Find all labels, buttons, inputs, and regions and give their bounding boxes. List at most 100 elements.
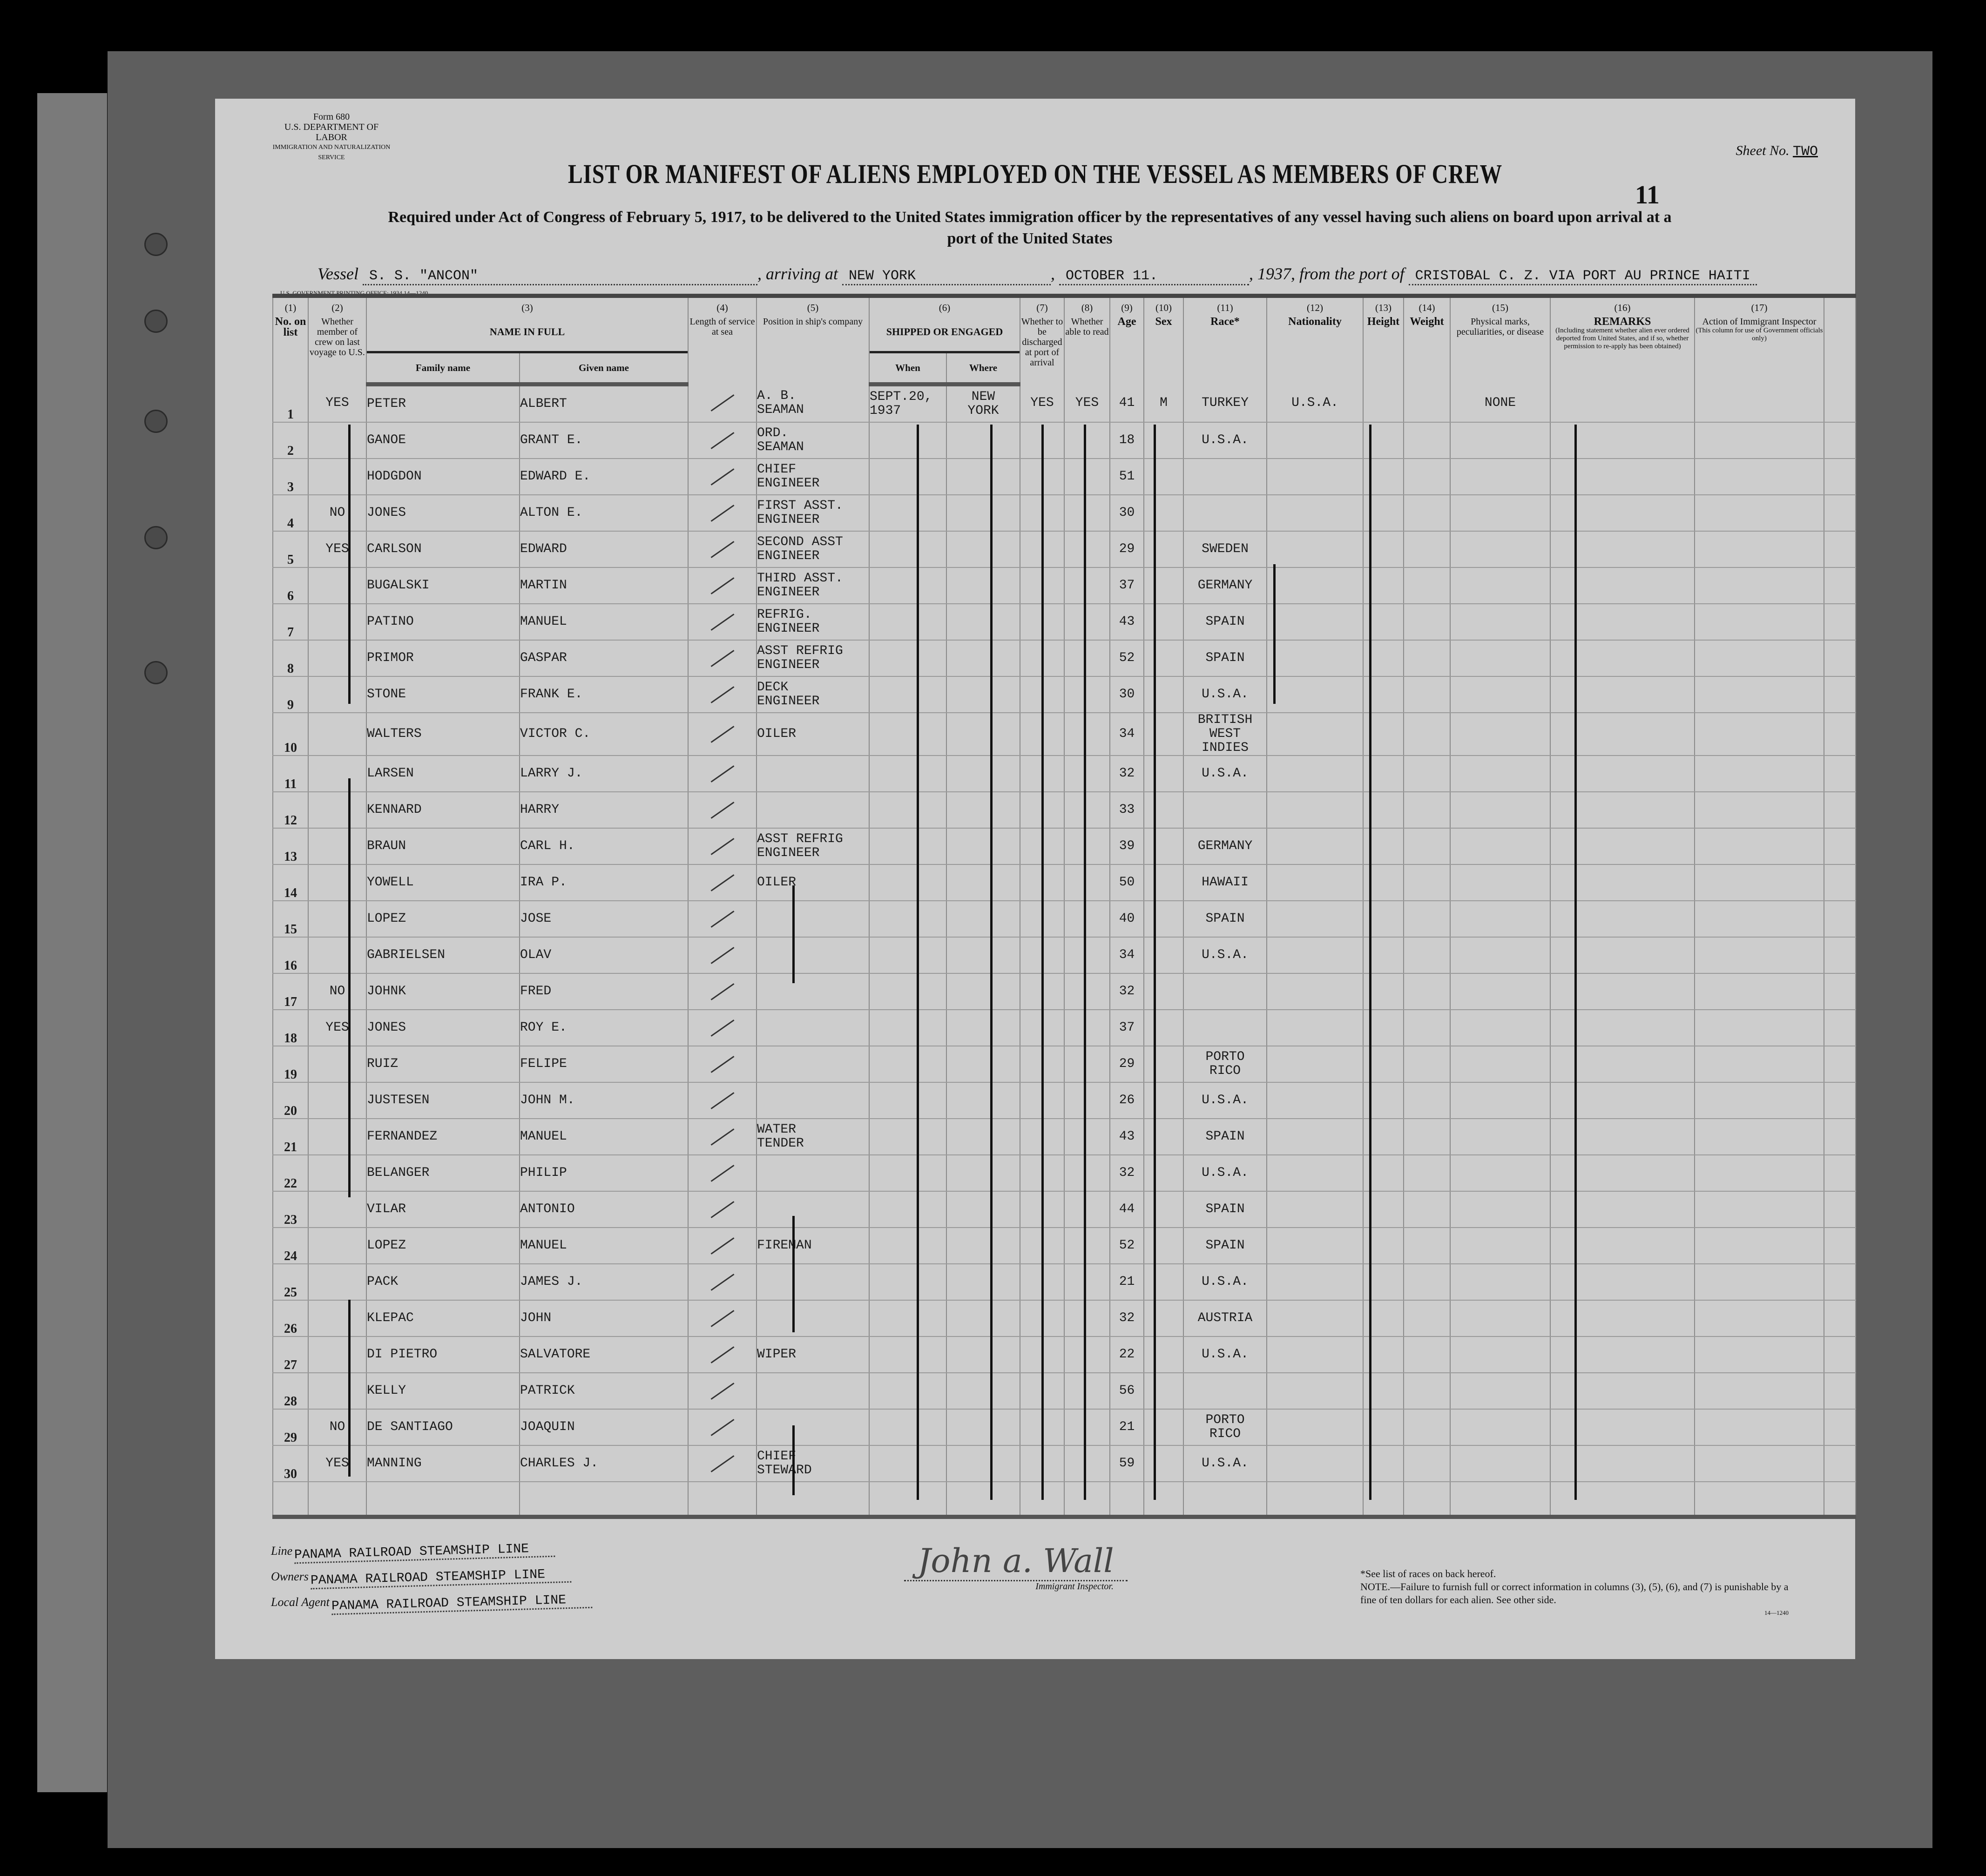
length-of-service	[688, 1010, 757, 1046]
shipped-when	[869, 676, 947, 713]
shipped-when	[869, 1409, 947, 1446]
col-header-when: When	[869, 353, 947, 386]
physical-marks	[1450, 1300, 1551, 1337]
row-number: 25	[272, 1264, 309, 1301]
col-header-where: Where	[946, 353, 1020, 386]
length-of-service	[688, 828, 757, 865]
age: 44	[1109, 1191, 1144, 1228]
able-to-read	[1064, 1336, 1110, 1373]
crew-last-voyage	[308, 1155, 367, 1192]
inspector-action	[1694, 1373, 1824, 1410]
shipped-where	[946, 792, 1020, 829]
remarks	[1550, 792, 1695, 829]
row-number: 7	[272, 604, 309, 641]
margin	[1824, 973, 1856, 1010]
family-name: MANNING	[366, 1445, 520, 1482]
shipped-where	[946, 1445, 1020, 1482]
given-name: EDWARD E.	[519, 459, 689, 495]
margin	[1824, 1373, 1856, 1410]
race: U.S.A.	[1183, 676, 1267, 713]
remarks	[1550, 973, 1695, 1010]
ditto-line	[917, 425, 919, 1500]
remarks	[1550, 864, 1695, 901]
tick-mark	[710, 1019, 734, 1037]
col-header-length: (4) Length of service at sea	[688, 294, 757, 385]
remarks	[1550, 422, 1695, 459]
sex	[1143, 864, 1184, 901]
row-number: 14	[272, 864, 309, 901]
age: 18	[1109, 422, 1144, 459]
table-row: 9 STONE FRANK E. DECK ENGINEER 30 U.S.A.	[272, 676, 1856, 713]
row-number: 22	[272, 1155, 309, 1192]
shipped-where	[946, 604, 1020, 641]
tick-mark	[710, 1273, 734, 1291]
arriving-label: , arriving at	[757, 264, 838, 283]
crew-last-voyage: NO	[308, 973, 367, 1010]
blank-cell	[946, 1482, 1020, 1519]
physical-marks	[1450, 422, 1551, 459]
margin	[1824, 567, 1856, 604]
height	[1363, 384, 1404, 423]
physical-marks	[1450, 1228, 1551, 1264]
length-of-service	[688, 1046, 757, 1083]
able-to-read	[1064, 676, 1110, 713]
tick-mark	[710, 540, 734, 558]
shipped-when	[869, 604, 947, 641]
able-to-read	[1064, 792, 1110, 829]
nationality	[1266, 901, 1364, 938]
col-header-no: (1) No. on list	[272, 294, 309, 385]
weight	[1403, 756, 1451, 792]
race: SPAIN	[1183, 1191, 1267, 1228]
col-header-discharged: (7) Whether to be discharged at port of a…	[1020, 294, 1065, 385]
shipped-where	[946, 640, 1020, 677]
given-name: JOAQUIN	[519, 1409, 689, 1446]
margin	[1824, 531, 1856, 568]
sex	[1143, 1010, 1184, 1046]
age: 30	[1109, 676, 1144, 713]
position: CHIEF STEWARD	[756, 1445, 870, 1482]
inspector-action	[1694, 1046, 1824, 1083]
able-to-read	[1064, 422, 1110, 459]
ditto-line	[792, 1425, 795, 1495]
shipped-where	[946, 1373, 1020, 1410]
table-row: 3 HODGDON EDWARD E. CHIEF ENGINEER 51	[272, 459, 1856, 495]
remarks	[1550, 567, 1695, 604]
line-field: Line PANAMA RAILROAD STEAMSHIP LINE	[271, 1541, 555, 1564]
family-name: CARLSON	[366, 531, 520, 568]
tick-mark	[710, 504, 734, 522]
family-name: WALTERS	[366, 713, 520, 756]
weight	[1403, 828, 1451, 865]
weight	[1403, 864, 1451, 901]
blank-cell	[688, 1482, 757, 1519]
physical-marks	[1450, 604, 1551, 641]
tick-mark	[710, 946, 734, 964]
crew-last-voyage	[308, 792, 367, 829]
remarks	[1550, 1119, 1695, 1155]
inspector-action	[1694, 792, 1824, 829]
physical-marks	[1450, 828, 1551, 865]
position	[756, 1082, 870, 1119]
age: 34	[1109, 937, 1144, 974]
inspector-action	[1694, 1336, 1824, 1373]
weight	[1403, 792, 1451, 829]
length-of-service	[688, 1228, 757, 1264]
shipped-where	[946, 973, 1020, 1010]
service: IMMIGRATION AND NATURALIZATION SERVICE	[272, 144, 391, 161]
family-name: GABRIELSEN	[366, 937, 520, 974]
row-number: 12	[272, 792, 309, 829]
race	[1183, 1373, 1267, 1410]
able-to-read	[1064, 1046, 1110, 1083]
race	[1183, 459, 1267, 495]
given-name: GRANT E.	[519, 422, 689, 459]
shipped-where	[946, 422, 1020, 459]
crew-last-voyage	[308, 864, 367, 901]
row-number: 9	[272, 676, 309, 713]
shipped-when	[869, 1191, 947, 1228]
punch-hole	[144, 310, 168, 333]
given-name: IRA P.	[519, 864, 689, 901]
shipped-where	[946, 531, 1020, 568]
shipped-when	[869, 1082, 947, 1119]
blank-row	[272, 1482, 1856, 1519]
ditto-line	[1273, 564, 1276, 704]
tick-mark	[710, 910, 734, 928]
